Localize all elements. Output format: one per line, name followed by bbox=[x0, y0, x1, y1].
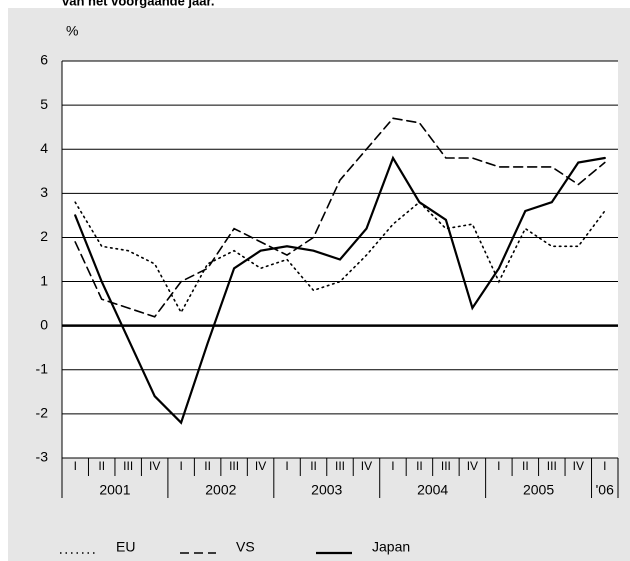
x-tick-label: II bbox=[522, 459, 529, 473]
y-tick-label: -2 bbox=[36, 405, 49, 421]
x-tick-label: III bbox=[123, 459, 133, 473]
y-tick-label: -3 bbox=[36, 449, 49, 465]
series-line bbox=[74, 155, 606, 425]
x-tick-label: III bbox=[335, 459, 345, 473]
x-tick-label: I bbox=[74, 459, 77, 473]
year-label: 2003 bbox=[311, 482, 342, 498]
x-tick-label: IV bbox=[573, 459, 584, 473]
x-tick-label: IV bbox=[149, 459, 160, 473]
year-label: '06 bbox=[596, 482, 614, 498]
legend-label: Japan bbox=[372, 539, 410, 555]
y-tick-label: -1 bbox=[36, 360, 49, 376]
x-tick-label: IV bbox=[467, 459, 478, 473]
x-tick-label: II bbox=[98, 459, 105, 473]
x-tick-label: III bbox=[229, 459, 239, 473]
y-tick-label: 0 bbox=[40, 316, 48, 332]
y-tick-label: 5 bbox=[40, 96, 48, 112]
x-tick-label: III bbox=[547, 459, 557, 473]
x-tick-label: III bbox=[441, 459, 451, 473]
year-label: 2002 bbox=[205, 482, 236, 498]
y-tick-label: 3 bbox=[40, 184, 48, 200]
y-tick-label: 2 bbox=[40, 228, 48, 244]
x-tick-label: I bbox=[179, 459, 182, 473]
year-label: 2004 bbox=[417, 482, 448, 498]
x-tick-label: I bbox=[497, 459, 500, 473]
x-tick-label: IV bbox=[255, 459, 266, 473]
y-tick-label: 1 bbox=[40, 272, 48, 288]
x-tick-label: II bbox=[310, 459, 317, 473]
series-line bbox=[74, 201, 606, 315]
x-tick-label: IV bbox=[361, 459, 372, 473]
year-label: 2001 bbox=[99, 482, 130, 498]
x-tick-label: II bbox=[204, 459, 211, 473]
y-axis-label: % bbox=[66, 23, 78, 39]
legend-label: EU bbox=[116, 539, 135, 555]
series-line bbox=[74, 117, 606, 318]
y-tick-label: 6 bbox=[40, 52, 48, 68]
x-tick-label: I bbox=[285, 459, 288, 473]
year-label: 2005 bbox=[523, 482, 554, 498]
legend-label: VS bbox=[236, 539, 255, 555]
y-tick-label: 4 bbox=[40, 140, 48, 156]
x-tick-label: I bbox=[603, 459, 606, 473]
x-tick-label: II bbox=[416, 459, 423, 473]
chart-title: van het voorgaande jaar. bbox=[62, 0, 214, 8]
x-tick-label: I bbox=[391, 459, 394, 473]
